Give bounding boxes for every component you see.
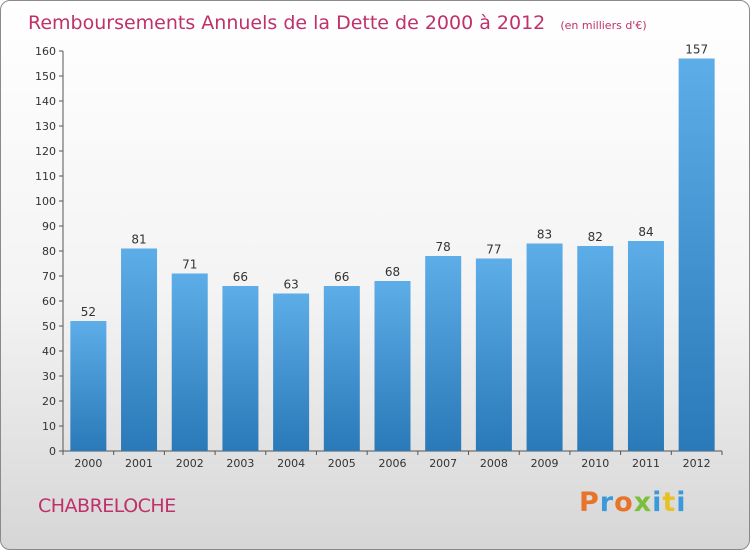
proxiti-logo: Proxiti	[579, 487, 687, 518]
y-tick-label: 150	[35, 70, 56, 83]
x-tick-label: 2003	[226, 457, 254, 470]
value-label: 82	[588, 230, 603, 244]
x-tick-label: 2001	[125, 457, 153, 470]
chart-title-unit: (en milliers d'€)	[560, 19, 646, 32]
logo-letter: i	[652, 487, 663, 518]
value-label: 83	[537, 228, 552, 242]
y-tick-label: 120	[35, 145, 56, 158]
x-tick-label: 2006	[379, 457, 407, 470]
y-tick-label: 110	[35, 170, 56, 183]
x-tick-label: 2000	[74, 457, 102, 470]
y-tick-label: 60	[42, 295, 56, 308]
value-label: 52	[81, 305, 96, 319]
y-tick-label: 130	[35, 120, 56, 133]
y-tick-label: 40	[42, 345, 56, 358]
y-tick-label: 160	[35, 45, 56, 58]
value-label: 66	[233, 270, 248, 284]
x-tick-label: 2011	[632, 457, 660, 470]
bar	[121, 248, 158, 451]
logo-letter: r	[599, 487, 615, 518]
x-tick-label: 2007	[429, 457, 457, 470]
logo-letter: t	[662, 487, 677, 518]
bar	[222, 286, 259, 451]
logo-letter: i	[676, 487, 687, 518]
value-label: 84	[638, 225, 653, 239]
y-tick-label: 0	[49, 445, 56, 458]
x-tick-label: 2009	[531, 457, 559, 470]
y-tick-label: 30	[42, 370, 56, 383]
logo-letter: P	[579, 487, 600, 518]
y-tick-label: 140	[35, 95, 56, 108]
y-tick-label: 70	[42, 270, 56, 283]
logo-letter: x	[633, 487, 653, 518]
value-label: 63	[283, 278, 298, 292]
x-axis: 2000 2001 2002 2003 2004 2005 2006 2007 2008 2009…	[62, 450, 723, 470]
bar	[627, 241, 664, 451]
chart-title-main: Remboursements Annuels de la Dette de 20…	[28, 12, 545, 34]
x-tick-label: 2004	[277, 457, 305, 470]
bar	[475, 258, 512, 451]
bar	[678, 58, 715, 451]
value-label: 78	[436, 240, 451, 254]
value-label: 77	[486, 243, 501, 257]
value-label: 81	[131, 233, 146, 247]
x-tick-label: 2002	[176, 457, 204, 470]
x-tick-label: 2012	[683, 457, 711, 470]
y-tick-label: 10	[42, 420, 56, 433]
y-tick-label: 100	[35, 195, 56, 208]
bar	[425, 256, 462, 451]
y-tick-label: 90	[42, 220, 56, 233]
value-label: 68	[385, 265, 400, 279]
bar	[323, 286, 360, 451]
logo-letter: o	[614, 487, 634, 518]
commune-name: CHABRELOCHE	[38, 495, 176, 517]
bar	[577, 246, 614, 451]
bar	[70, 321, 107, 451]
value-label: 71	[182, 258, 197, 272]
x-tick-label: 2005	[328, 457, 356, 470]
y-axis: 0 10 20 30 40 50 60 70 80 90 100 110 120 130 140 150 160	[35, 45, 64, 458]
bar	[374, 281, 411, 451]
y-tick-label: 80	[42, 245, 56, 258]
chart-title: Remboursements Annuels de la Dette de 20…	[28, 12, 647, 34]
bars	[70, 58, 715, 451]
value-label: 66	[334, 270, 349, 284]
bar	[273, 293, 310, 451]
x-tick-label: 2008	[480, 457, 508, 470]
bar	[171, 273, 208, 451]
bar	[526, 243, 563, 451]
x-tick-label: 2010	[581, 457, 609, 470]
value-label: 157	[685, 43, 708, 57]
y-tick-label: 20	[42, 395, 56, 408]
y-tick-label: 50	[42, 320, 56, 333]
value-labels: 52 81 71 66 63 66 68 78 77 83 82 84 157	[81, 43, 708, 320]
